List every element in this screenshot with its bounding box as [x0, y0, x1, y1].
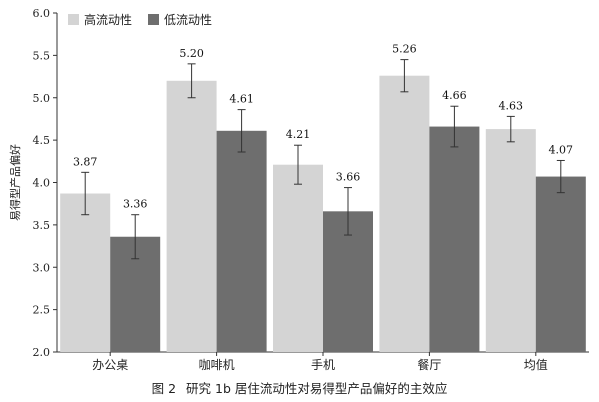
y-tick-label: 3.0	[33, 261, 51, 274]
y-tick-label: 6.0	[33, 7, 51, 20]
bar-low	[429, 126, 480, 352]
data-label: 4.66	[442, 89, 467, 102]
y-tick-label: 5.5	[33, 49, 51, 62]
bar-low	[535, 176, 586, 352]
data-label: 4.63	[499, 99, 524, 112]
data-label: 3.66	[336, 171, 361, 184]
y-tick-label: 4.5	[33, 134, 51, 147]
data-label: 5.26	[392, 43, 417, 56]
data-label: 4.61	[229, 93, 254, 106]
y-tick-label: 2.0	[33, 346, 51, 359]
bar-high	[273, 164, 323, 352]
legend-swatch	[68, 14, 79, 25]
bar-low	[216, 130, 267, 352]
data-label: 4.07	[549, 143, 574, 156]
y-tick-label: 2.5	[33, 304, 51, 317]
figure-number: 图 2	[151, 381, 177, 396]
y-tick-label: 3.5	[33, 219, 51, 232]
x-tick-label: 办公桌	[92, 357, 128, 372]
legend-swatch	[148, 14, 159, 25]
data-label: 4.21	[286, 128, 311, 141]
data-label: 3.36	[123, 198, 148, 211]
x-tick-label: 餐厅	[417, 357, 441, 372]
y-tick-label: 4.0	[33, 177, 51, 190]
data-label: 5.20	[179, 47, 204, 60]
figure-title: 研究 1b 居住流动性对易得型产品偏好的主效应	[186, 381, 448, 396]
bar-high	[60, 193, 111, 352]
data-label: 3.87	[73, 155, 98, 168]
x-tick-label: 咖啡机	[199, 357, 235, 372]
bar-high	[166, 80, 217, 353]
y-tick-label: 5.0	[33, 92, 51, 105]
bar-high	[485, 129, 536, 352]
legend-label: 低流动性	[164, 13, 212, 27]
y-axis-label: 易得型产品偏好	[8, 144, 22, 221]
legend-label: 高流动性	[84, 12, 132, 27]
figure-caption: 图 2 研究 1b 居住流动性对易得型产品偏好的主效应	[0, 378, 599, 397]
x-tick-label: 均值	[524, 357, 548, 372]
x-tick-label: 手机	[311, 358, 335, 372]
bar-high	[379, 75, 430, 352]
